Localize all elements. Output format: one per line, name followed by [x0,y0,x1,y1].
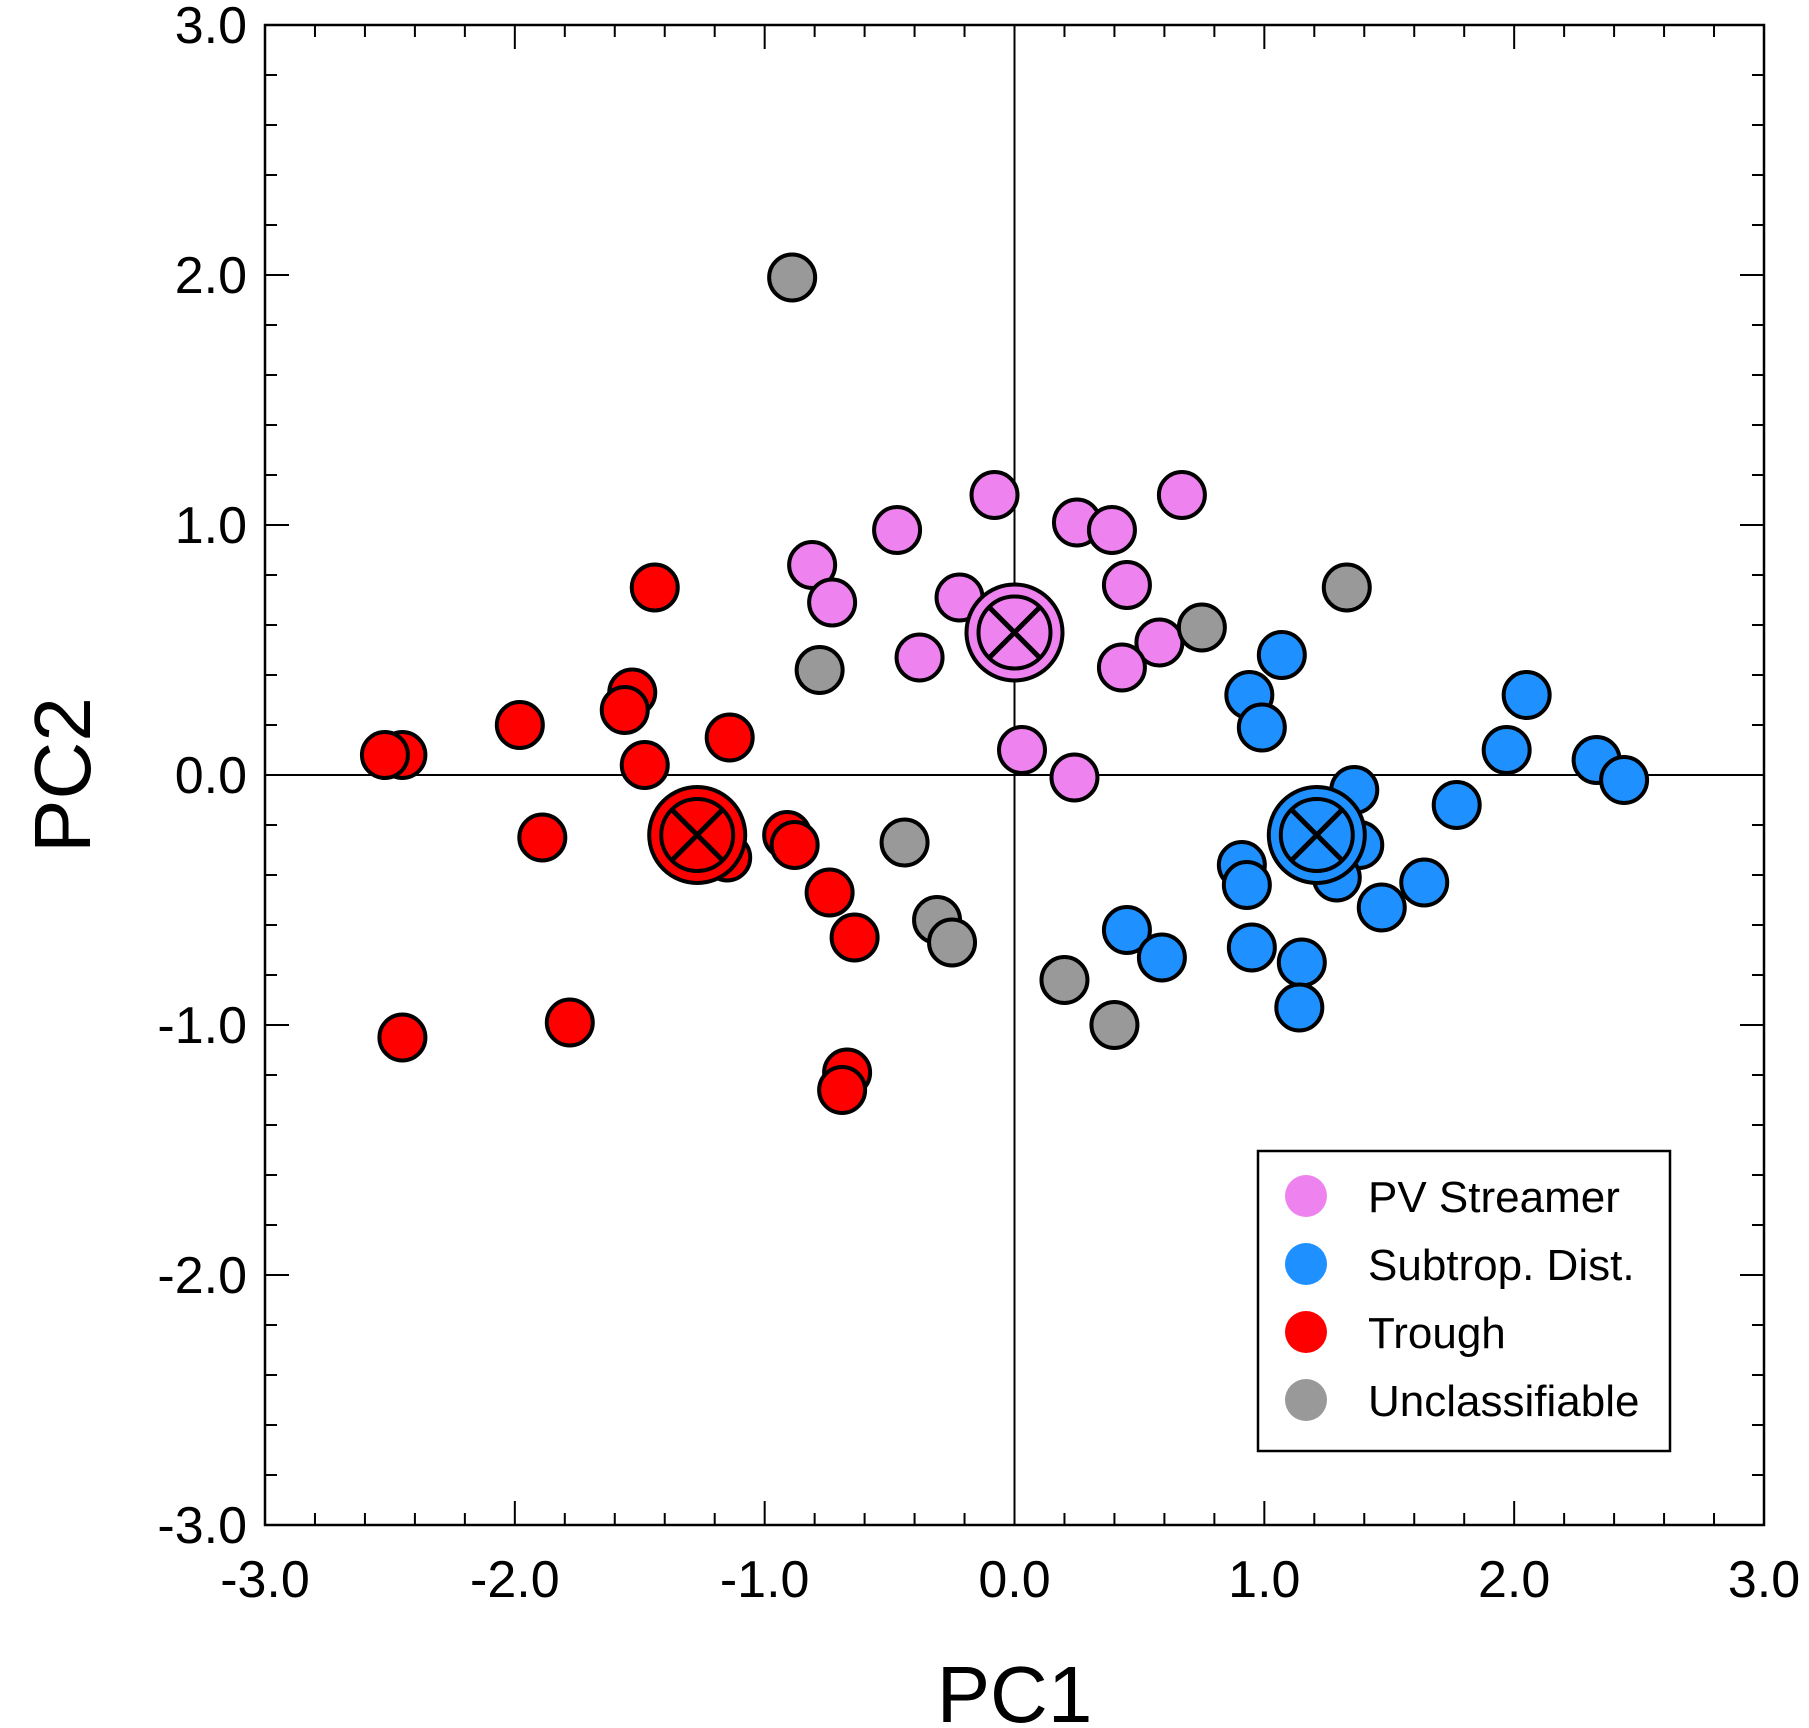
trough-point [599,685,650,735]
pv-streamer-point [1101,560,1152,610]
data-points [359,252,1650,1115]
pv-streamer-point [872,505,923,555]
unclassifiable-point [879,817,930,868]
y-axis-title: PC2 [18,697,107,853]
subtrop-dist-centroid-inner [1278,797,1355,873]
subtrop-dist-centroid-cross [1290,808,1344,862]
trough-centroid [647,785,748,885]
trough-point [829,912,880,963]
axis-ticks [264,25,1764,1526]
trough-point [517,812,568,863]
trough-point [804,867,855,918]
subtrop-dist-point [1599,755,1650,805]
pv-streamer-point [996,725,1047,775]
unclassifiable-point [1321,562,1372,613]
subtrop-dist-point [1274,982,1325,1033]
legend-marker [1285,1379,1327,1421]
y-tick-label: -2.0 [157,1247,247,1305]
x-tick-label: 1.0 [1228,1551,1300,1609]
pv-streamer-centroid [964,582,1065,683]
unclassifiable-point [767,252,818,303]
legend-label: PV Streamer [1368,1173,1620,1222]
legend-marker [1285,1311,1327,1353]
pv-streamer-centroid-cross [987,605,1042,660]
x-axis-title: PC1 [937,1650,1093,1728]
trough-point [377,1012,428,1063]
trough-point [704,712,755,763]
pv-streamer-centroid-inner [976,594,1053,671]
unclassifiable-point [1176,602,1227,653]
legend: PV Streamer Subtrop. Dist. Trough Unclassif… [1256,1149,1672,1453]
legend-label: Subtrop. Dist. [1368,1241,1635,1290]
unclassifiable-point [1089,1000,1140,1050]
x-tick-label: -1.0 [720,1551,810,1609]
x-tick-label: -2.0 [470,1551,560,1609]
unclassifiable-point [1039,955,1090,1005]
trough-point [619,740,670,790]
trough-point [769,820,820,870]
x-tick-label: -3.0 [220,1551,310,1609]
trough-point [359,730,410,780]
trough-point [544,997,595,1048]
reference-lines [265,25,1764,1525]
pv-streamer-point [1086,505,1137,555]
subtrop-dist-point [1236,702,1287,753]
pv-streamer-point [894,632,945,683]
unclassifiable-point [794,645,845,695]
legend-marker [1285,1243,1327,1285]
y-tick-label: -3.0 [157,1497,247,1555]
trough-point [494,700,545,750]
subtrop-dist-point [1276,937,1327,988]
y-tick-label: 1.0 [175,497,247,555]
cluster-centroids [647,582,1367,885]
y-tick-label: 3.0 [175,0,247,55]
y-tick-label: 2.0 [175,247,247,305]
legend-marker [1285,1175,1327,1217]
subtrop-dist-point [1136,932,1187,983]
subtrop-dist-centroid [1266,785,1367,885]
pv-streamer-point [1049,752,1100,803]
pv-streamer-point [1156,470,1207,520]
unclassifiable-point [927,917,978,968]
legend-label: Trough [1368,1309,1506,1358]
x-tick-label: 2.0 [1478,1551,1550,1609]
trough-centroid-cross [670,808,724,862]
pv-streamer-point [807,577,858,628]
subtrop-dist-point [1356,882,1407,933]
trough-centroid-inner [659,797,736,873]
tick-labels: -3.0 -2.0 -1.0 0.0 1.0 2.0 3.0 -3.0 -2.0 -1.0 0.0 1… [157,0,1800,1609]
y-tick-label: -1.0 [157,997,247,1055]
trough-point [629,562,680,613]
pv-streamer-point [969,470,1020,520]
pv-streamer-point [1096,642,1147,693]
subtrop-dist-point [1221,860,1272,910]
subtrop-dist-point [1431,780,1482,830]
subtrop-dist-point [1481,725,1532,775]
plot-frame [263,23,1766,1527]
x-tick-label: 0.0 [978,1551,1050,1609]
trough-point [817,1065,868,1115]
subtrop-dist-point [1501,670,1552,720]
y-tick-label: 0.0 [175,747,247,805]
subtrop-dist-point [1399,857,1450,908]
subtrop-dist-point [1256,630,1307,680]
subtrop-dist-point [1101,905,1152,955]
legend-label: Unclassifiable [1368,1377,1639,1426]
subtrop-dist-point [1226,922,1277,973]
x-tick-label: 3.0 [1728,1551,1800,1609]
